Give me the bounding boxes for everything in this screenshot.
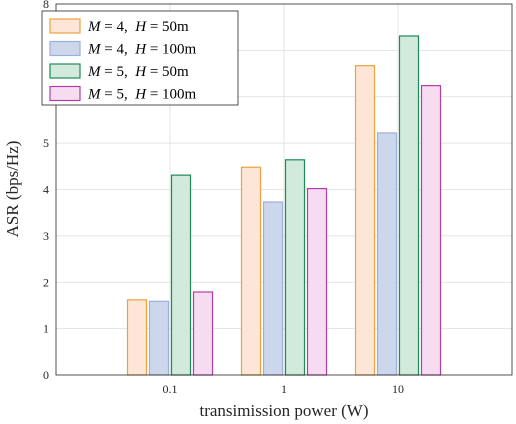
legend-label: M = 4, H = 50m [87, 19, 189, 35]
bar-series-2-0.1 [148, 300, 170, 376]
x-tick-label: 10 [392, 382, 404, 396]
x-axis-label: transimission power (W) [199, 401, 368, 420]
bars [126, 35, 442, 376]
bar-series-3-0.1 [170, 174, 192, 376]
bar-series-4-0.1 [192, 291, 214, 376]
legend: M = 4, H = 50m M = 4, H = 100m M = 5, H = … [41, 10, 239, 106]
y-tick-label: 8 [43, 0, 49, 11]
bar-series-1-10 [354, 65, 376, 376]
y-tick-label: 3 [43, 229, 49, 243]
legend-label: M = 5, H = 50m [87, 64, 189, 80]
y-tick-label: 4 [43, 183, 49, 197]
legend-label: M = 5, H = 100m [87, 87, 197, 103]
plot-frame [55, 3, 513, 376]
legend-label: M = 4, H = 100m [87, 42, 197, 58]
bar-series-2-1 [262, 201, 284, 376]
x-tick-labels: 0.1 1 10 [163, 382, 405, 396]
legend-swatch [49, 18, 81, 34]
bar-series-3-1 [284, 159, 306, 376]
bar-series-3-10 [398, 35, 420, 376]
y-axis-label: ASR (bps/Hz) [3, 141, 22, 238]
legend-swatch [49, 40, 81, 57]
bar-series-2-10 [376, 132, 398, 376]
legend-swatch [49, 63, 81, 79]
x-tick-label: 1 [281, 382, 287, 396]
bar-series-1-0.1 [126, 299, 148, 376]
y-tick-label: 1 [43, 322, 49, 336]
bar-series-1-1 [240, 166, 262, 376]
y-tick-label: 2 [43, 275, 49, 289]
bar-series-4-1 [306, 187, 328, 376]
legend-swatch [49, 85, 81, 102]
y-tick-label: 0 [43, 368, 49, 382]
x-tick-label: 0.1 [163, 382, 178, 396]
bar-series-4-10 [420, 85, 442, 376]
y-tick-label: 5 [43, 136, 49, 150]
